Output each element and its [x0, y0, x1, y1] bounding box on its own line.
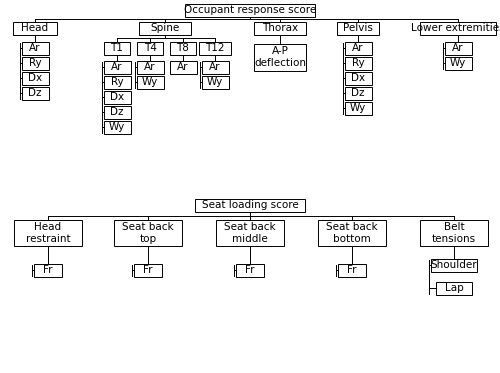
Bar	[216, 220, 284, 246]
Text: T4: T4	[144, 43, 156, 53]
Bar	[318, 220, 386, 246]
Text: Lap: Lap	[444, 283, 464, 293]
Bar	[202, 60, 228, 73]
Text: Ry: Ry	[28, 58, 42, 68]
Text: Thorax: Thorax	[262, 23, 298, 33]
Bar	[104, 91, 130, 103]
Bar	[420, 220, 488, 246]
Bar	[14, 220, 82, 246]
Text: T8: T8	[176, 43, 190, 53]
Text: Ar: Ar	[29, 43, 41, 53]
Bar	[436, 282, 472, 295]
Bar	[344, 87, 372, 100]
Bar	[170, 60, 196, 73]
Bar	[22, 87, 48, 100]
Bar	[431, 258, 477, 272]
Bar	[195, 198, 305, 211]
Bar	[254, 22, 306, 34]
Text: Seat back
middle: Seat back middle	[224, 222, 276, 244]
Text: Ar: Ar	[144, 62, 156, 72]
Text: Wy: Wy	[350, 103, 366, 113]
Text: Dx: Dx	[351, 73, 365, 83]
Text: Fr: Fr	[144, 265, 153, 275]
Text: Dz: Dz	[28, 88, 42, 98]
Text: Spine: Spine	[150, 23, 180, 33]
Bar	[22, 72, 48, 85]
Bar	[344, 41, 372, 54]
Text: Dz: Dz	[110, 107, 124, 117]
Bar	[137, 41, 163, 54]
Bar	[344, 101, 372, 115]
Bar	[134, 263, 162, 276]
Bar	[13, 22, 57, 34]
Bar	[22, 41, 48, 54]
Bar	[104, 106, 130, 119]
Bar	[22, 56, 48, 69]
Bar	[444, 56, 471, 69]
Bar	[104, 75, 130, 88]
Bar	[136, 60, 164, 73]
Text: A-P
deflection: A-P deflection	[254, 46, 306, 68]
Text: Wy: Wy	[450, 58, 466, 68]
Bar	[344, 56, 372, 69]
Bar	[420, 22, 496, 34]
Bar	[199, 41, 231, 54]
Text: Fr: Fr	[245, 265, 255, 275]
Bar	[136, 75, 164, 88]
Text: Wy: Wy	[142, 77, 158, 87]
Bar	[344, 72, 372, 85]
Text: Head
restraint: Head restraint	[26, 222, 70, 244]
Bar	[114, 220, 182, 246]
Bar	[104, 60, 130, 73]
Bar	[337, 22, 379, 34]
Text: T12: T12	[206, 43, 225, 53]
Text: Ry: Ry	[352, 58, 364, 68]
Text: Ar: Ar	[452, 43, 464, 53]
Text: Seat back
bottom: Seat back bottom	[326, 222, 378, 244]
Text: Fr: Fr	[44, 265, 53, 275]
Bar	[236, 263, 264, 276]
Bar	[338, 263, 366, 276]
Text: Seat loading score: Seat loading score	[202, 200, 298, 210]
Text: Ry: Ry	[110, 77, 124, 87]
Bar	[104, 41, 130, 54]
Bar	[254, 44, 306, 70]
Bar	[185, 3, 315, 16]
Text: T1: T1	[110, 43, 124, 53]
Text: Wy: Wy	[207, 77, 223, 87]
Text: Dz: Dz	[351, 88, 365, 98]
Text: Wy: Wy	[109, 122, 125, 132]
Bar	[202, 75, 228, 88]
Bar	[34, 263, 62, 276]
Bar	[104, 120, 130, 134]
Bar	[170, 41, 196, 54]
Text: Occupant response score: Occupant response score	[184, 5, 316, 15]
Text: Seat back
top: Seat back top	[122, 222, 174, 244]
Text: Shoulder: Shoulder	[430, 260, 478, 270]
Text: Dx: Dx	[28, 73, 42, 83]
Text: Belt
tensions: Belt tensions	[432, 222, 476, 244]
Text: Dx: Dx	[110, 92, 124, 102]
Text: Ar: Ar	[111, 62, 123, 72]
Bar	[139, 22, 191, 34]
Text: Ar: Ar	[352, 43, 364, 53]
Text: Pelvis: Pelvis	[343, 23, 373, 33]
Text: Lower extremities: Lower extremities	[411, 23, 500, 33]
Text: Ar: Ar	[177, 62, 189, 72]
Text: Ar: Ar	[209, 62, 221, 72]
Text: Fr: Fr	[347, 265, 357, 275]
Text: Head: Head	[22, 23, 48, 33]
Bar	[444, 41, 471, 54]
